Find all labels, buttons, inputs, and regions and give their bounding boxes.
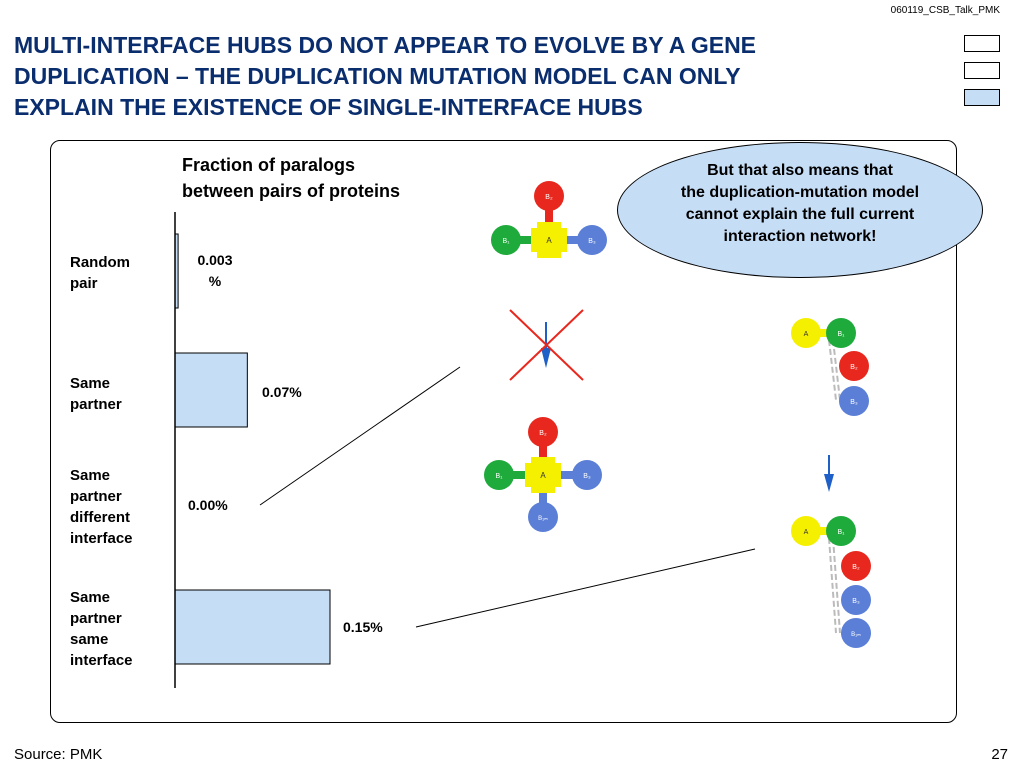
category-label-same-interface: Same partner same interface	[70, 587, 133, 671]
slide-title: MULTI-INTERFACE HUBS DO NOT APPEAR TO EV…	[14, 30, 934, 123]
value-label-different-interface: 0.00%	[188, 497, 228, 513]
node-b1m	[528, 502, 558, 532]
node-b1m	[841, 618, 871, 648]
category-label-line: pair	[70, 275, 98, 292]
arrow-down-icon	[541, 348, 551, 368]
node-b3	[577, 225, 607, 255]
value-label-same-interface: 0.15%	[343, 619, 383, 635]
category-label-line: Same	[70, 467, 111, 484]
nav-box-2[interactable]	[964, 62, 1000, 79]
bar-same-partner	[174, 352, 248, 428]
node-label: B₂	[852, 564, 860, 571]
callout-line: But that also means that	[707, 162, 893, 179]
chain-diagram-duplicated-interface: A B₁ B₂ B₃ B₁ₘ	[791, 516, 871, 648]
node-a	[791, 318, 821, 348]
title-line-1: MULTI-INTERFACE HUBS DO NOT APPEAR TO EV…	[14, 32, 757, 58]
hub-diagram-three-partners: A B₂ B₁ B₃	[491, 181, 607, 258]
category-label-same-partner: Same partner	[70, 373, 122, 415]
hub-diagram-four-partners: A B₂ B₁ B₃ B₁ₘ	[484, 417, 602, 532]
category-label-line: Random	[70, 254, 130, 271]
node-label: B₃	[583, 473, 591, 480]
chart-title: Fraction of paralogs between pairs of pr…	[182, 152, 400, 204]
category-label-random-pair: Random pair	[70, 252, 130, 294]
chart-title-line-2: between pairs of proteins	[182, 181, 401, 201]
node-label: B₂	[545, 194, 553, 201]
node-b2	[839, 351, 869, 381]
nav-box-3-active[interactable]	[964, 89, 1000, 106]
category-label-line: partner	[70, 488, 122, 505]
node-label: A	[546, 236, 552, 245]
page-number: 27	[991, 746, 1008, 763]
node-label: B₃	[588, 238, 596, 245]
node-label: B₂	[539, 430, 547, 437]
chart-title-line-1: Fraction of paralogs	[182, 155, 356, 175]
crossed-out-arrow	[509, 309, 584, 381]
node-label: B₃	[852, 598, 860, 605]
node-label: A	[804, 529, 809, 536]
cross-icon	[509, 309, 584, 381]
category-label-line: partner	[70, 610, 122, 627]
callout-text: But that also means that the duplication…	[617, 160, 983, 248]
node-b1	[826, 516, 856, 546]
category-label-line: same	[70, 631, 109, 648]
node-b3	[839, 386, 869, 416]
node-label: A	[540, 471, 546, 480]
node-b1	[484, 460, 514, 490]
callout-line: the duplication-mutation model	[680, 184, 920, 201]
chain-diagram-single-interface: A B₁ B₂ B₃	[791, 318, 869, 416]
callout-line: cannot explain the full current	[685, 206, 915, 223]
node-label: B₁	[502, 238, 510, 245]
node-label: B₁	[495, 473, 503, 480]
value-label-line: %	[208, 273, 222, 289]
node-label: B₁ₘ	[538, 516, 548, 522]
node-a-hub	[531, 222, 567, 258]
node-b2	[528, 417, 558, 447]
node-label: B₁	[837, 529, 845, 536]
node-b3	[572, 460, 602, 490]
node-b3	[841, 585, 871, 615]
node-a-hub	[525, 457, 561, 493]
category-label-different-interface: Same partner different interface	[70, 465, 133, 549]
node-b2	[534, 181, 564, 211]
nav-box-1[interactable]	[964, 35, 1000, 52]
connector-line-same-interface	[415, 548, 756, 628]
node-label: B₂	[850, 364, 858, 371]
value-label-line: 0.003	[197, 252, 233, 268]
bar-same-interface	[174, 589, 331, 665]
node-a	[791, 516, 821, 546]
category-label-line: Same	[70, 375, 111, 392]
footer-source: Source: PMK	[14, 746, 103, 763]
connector-line-different-interface	[259, 366, 461, 506]
node-label: B₃	[850, 399, 858, 406]
node-b1	[826, 318, 856, 348]
node-label: B₁	[837, 331, 845, 338]
callout-ellipse	[617, 142, 983, 278]
title-line-2: DUPLICATION – THE DUPLICATION MUTATION M…	[14, 63, 741, 89]
node-label: A	[804, 331, 809, 338]
category-label-line: partner	[70, 396, 122, 413]
node-label: B₁ₘ	[851, 632, 861, 638]
title-line-3: EXPLAIN THE EXISTENCE OF SINGLE-INTERFAC…	[14, 94, 643, 120]
category-label-line: interface	[70, 530, 133, 547]
value-label-same-partner: 0.07%	[262, 384, 302, 400]
node-b1	[491, 225, 521, 255]
value-label-random-pair: 0.003 %	[190, 250, 240, 292]
category-label-line: different	[70, 509, 130, 526]
node-b2	[841, 551, 871, 581]
arrow-down-icon	[824, 455, 834, 492]
callout-line: interaction network!	[723, 228, 877, 245]
category-label-line: Same	[70, 589, 111, 606]
category-label-line: interface	[70, 652, 133, 669]
bar-chart	[174, 233, 331, 665]
document-id: 060119_CSB_Talk_PMK	[890, 5, 1000, 16]
